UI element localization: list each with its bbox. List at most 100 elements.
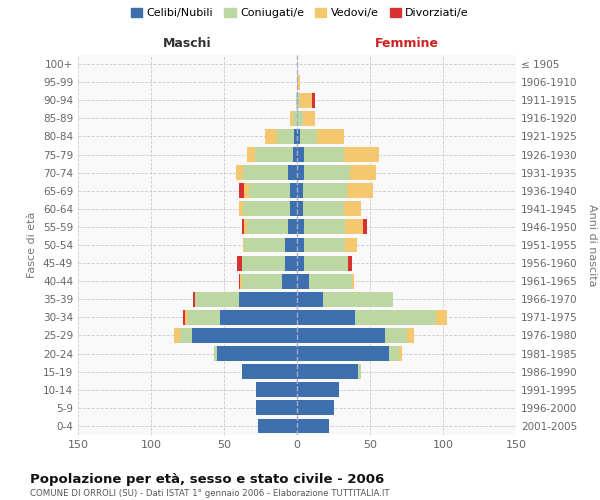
- Bar: [277, 129, 294, 144]
- Bar: [294, 129, 297, 144]
- Text: Femmine: Femmine: [374, 38, 439, 51]
- Bar: [254, 147, 293, 162]
- Bar: [247, 147, 254, 162]
- Bar: [297, 202, 303, 216]
- Bar: [344, 147, 379, 162]
- Bar: [389, 346, 399, 361]
- Bar: [290, 184, 297, 198]
- Bar: [239, 202, 243, 216]
- Bar: [290, 111, 293, 126]
- Bar: [297, 382, 340, 397]
- Bar: [352, 274, 354, 288]
- Bar: [304, 220, 345, 234]
- Bar: [236, 165, 243, 180]
- Bar: [297, 93, 300, 108]
- Bar: [323, 292, 394, 306]
- Bar: [290, 202, 297, 216]
- Bar: [243, 238, 244, 252]
- Bar: [283, 274, 297, 288]
- Bar: [192, 328, 297, 343]
- Bar: [297, 274, 308, 288]
- Bar: [297, 400, 334, 415]
- Bar: [317, 129, 344, 144]
- Bar: [297, 256, 304, 270]
- Bar: [348, 256, 352, 270]
- Bar: [243, 202, 290, 216]
- Bar: [187, 310, 220, 325]
- Bar: [257, 418, 297, 434]
- Bar: [288, 220, 297, 234]
- Bar: [297, 184, 303, 198]
- Bar: [293, 111, 297, 126]
- Bar: [385, 328, 407, 343]
- Bar: [242, 364, 297, 379]
- Bar: [303, 111, 314, 126]
- Bar: [347, 184, 373, 198]
- Bar: [399, 346, 402, 361]
- Bar: [297, 292, 323, 306]
- Legend: Celibi/Nubili, Coniugati/e, Vedovi/e, Divorziati/e: Celibi/Nubili, Coniugati/e, Vedovi/e, Di…: [127, 3, 473, 22]
- Bar: [249, 184, 290, 198]
- Bar: [195, 292, 239, 306]
- Bar: [300, 93, 311, 108]
- Text: Popolazione per età, sesso e stato civile - 2006: Popolazione per età, sesso e stato civil…: [30, 472, 384, 486]
- Bar: [293, 147, 297, 162]
- Bar: [297, 147, 304, 162]
- Bar: [256, 382, 297, 397]
- Bar: [288, 165, 297, 180]
- Bar: [407, 328, 414, 343]
- Bar: [362, 220, 367, 234]
- Bar: [297, 111, 303, 126]
- Bar: [350, 165, 376, 180]
- Bar: [344, 202, 361, 216]
- Bar: [308, 274, 352, 288]
- Bar: [239, 184, 244, 198]
- Y-axis label: Anni di nascita: Anni di nascita: [587, 204, 597, 286]
- Bar: [358, 364, 361, 379]
- Text: Maschi: Maschi: [163, 38, 212, 51]
- Bar: [183, 310, 185, 325]
- Bar: [355, 310, 436, 325]
- Bar: [297, 418, 329, 434]
- Bar: [297, 238, 304, 252]
- Bar: [244, 184, 249, 198]
- Bar: [185, 310, 187, 325]
- Bar: [256, 400, 297, 415]
- Bar: [265, 129, 277, 144]
- Bar: [175, 328, 180, 343]
- Bar: [247, 220, 288, 234]
- Bar: [297, 364, 358, 379]
- Text: COMUNE DI ORROLI (SU) - Dati ISTAT 1° gennaio 2006 - Elaborazione TUTTITALIA.IT: COMUNE DI ORROLI (SU) - Dati ISTAT 1° ge…: [30, 489, 389, 498]
- Bar: [239, 292, 297, 306]
- Bar: [242, 274, 283, 288]
- Bar: [345, 220, 362, 234]
- Bar: [303, 202, 344, 216]
- Bar: [304, 238, 345, 252]
- Bar: [311, 93, 314, 108]
- Bar: [297, 129, 300, 144]
- Bar: [297, 328, 385, 343]
- Bar: [243, 165, 288, 180]
- Bar: [220, 310, 297, 325]
- Bar: [297, 346, 389, 361]
- Bar: [180, 328, 192, 343]
- Bar: [303, 184, 347, 198]
- Bar: [217, 346, 297, 361]
- Y-axis label: Fasce di età: Fasce di età: [28, 212, 37, 278]
- Bar: [297, 74, 300, 90]
- Bar: [193, 292, 195, 306]
- Bar: [244, 238, 286, 252]
- Bar: [239, 274, 240, 288]
- Bar: [242, 220, 244, 234]
- Bar: [286, 256, 297, 270]
- Bar: [286, 238, 297, 252]
- Bar: [296, 93, 297, 108]
- Bar: [297, 220, 304, 234]
- Bar: [436, 310, 448, 325]
- Bar: [300, 129, 317, 144]
- Bar: [304, 147, 344, 162]
- Bar: [297, 165, 304, 180]
- Bar: [240, 274, 242, 288]
- Bar: [244, 220, 247, 234]
- Bar: [304, 256, 348, 270]
